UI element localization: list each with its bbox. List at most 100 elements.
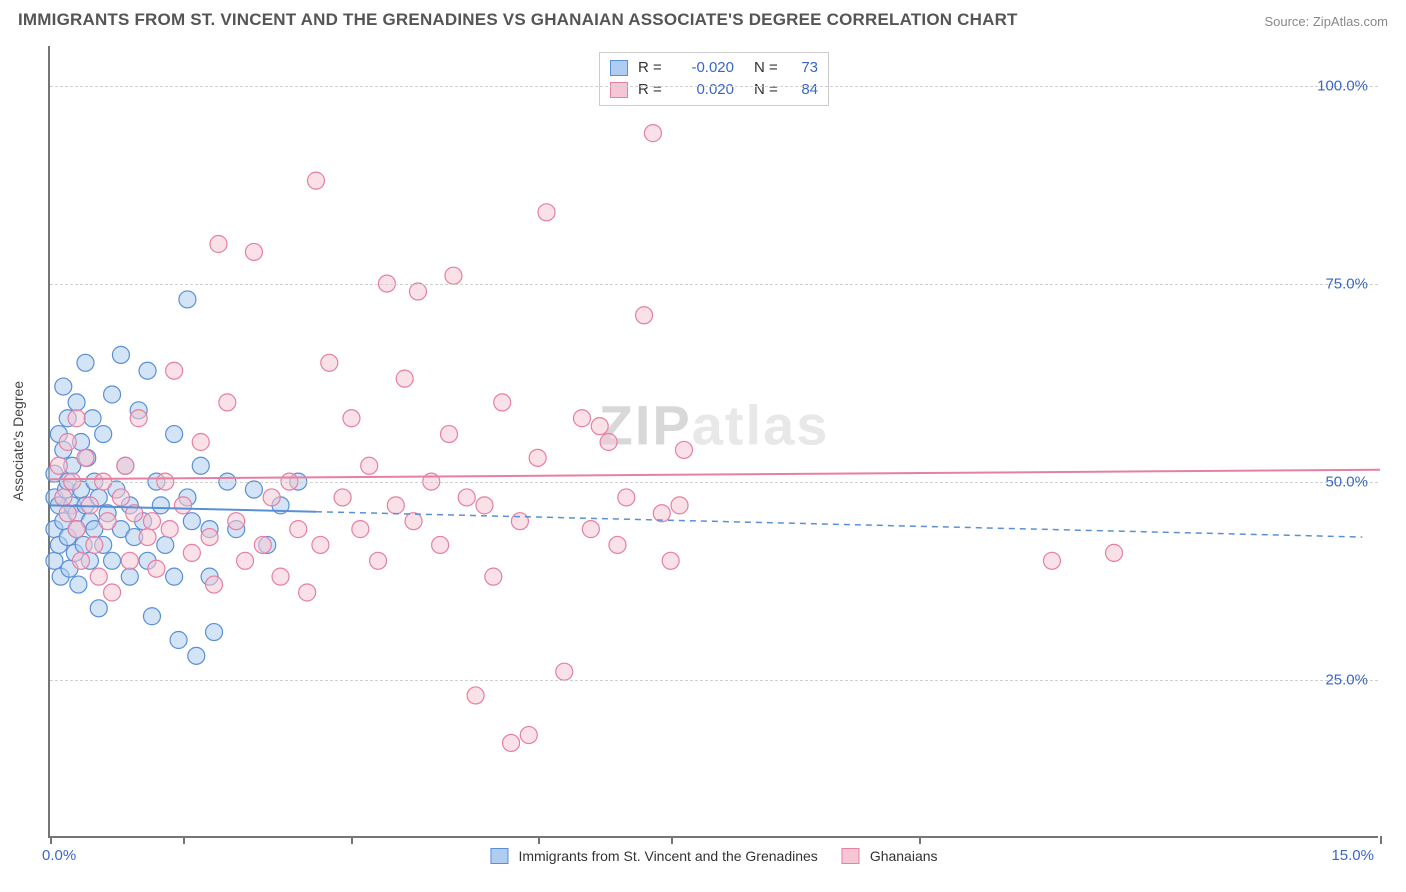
data-point — [77, 449, 94, 466]
data-point — [86, 536, 103, 553]
legend-correlation: R = -0.020 N = 73 R = 0.020 N = 84 — [599, 52, 829, 106]
legend-series: Immigrants from St. Vincent and the Gren… — [490, 848, 937, 864]
chart-svg — [50, 46, 1378, 836]
data-point — [59, 434, 76, 451]
r-value-1: -0.020 — [672, 57, 734, 79]
data-point — [139, 362, 156, 379]
data-point — [511, 513, 528, 530]
data-point — [574, 410, 591, 427]
data-point — [188, 647, 205, 664]
data-point — [157, 536, 174, 553]
data-point — [161, 521, 178, 538]
data-point — [139, 529, 156, 546]
data-point — [485, 568, 502, 585]
n-label: N = — [754, 57, 782, 79]
gridline — [50, 284, 1378, 285]
x-tick-mark — [919, 836, 921, 844]
data-point — [95, 426, 112, 443]
data-point — [644, 125, 661, 142]
data-point — [618, 489, 635, 506]
legend-swatch-pink — [842, 848, 860, 864]
data-point — [556, 663, 573, 680]
data-point — [148, 560, 165, 577]
data-point — [237, 552, 254, 569]
legend-row-series1: R = -0.020 N = 73 — [610, 57, 818, 79]
data-point — [352, 521, 369, 538]
data-point — [591, 418, 608, 435]
data-point — [662, 552, 679, 569]
data-point — [70, 576, 87, 593]
data-point — [609, 536, 626, 553]
data-point — [99, 513, 116, 530]
data-point — [636, 307, 653, 324]
data-point — [104, 584, 121, 601]
data-point — [143, 513, 160, 530]
legend-swatch-pink — [610, 82, 628, 98]
n-value-2: 84 — [788, 79, 818, 101]
data-point — [68, 394, 85, 411]
data-point — [272, 568, 289, 585]
r-label: R = — [638, 57, 666, 79]
data-point — [175, 497, 192, 514]
data-point — [445, 267, 462, 284]
data-point — [387, 497, 404, 514]
data-point — [467, 687, 484, 704]
data-point — [334, 489, 351, 506]
data-point — [121, 568, 138, 585]
data-point — [476, 497, 493, 514]
data-point — [117, 457, 134, 474]
data-point — [503, 734, 520, 751]
data-point — [179, 291, 196, 308]
data-point — [206, 624, 223, 641]
data-point — [1043, 552, 1060, 569]
data-point — [121, 552, 138, 569]
data-point — [361, 457, 378, 474]
data-point — [458, 489, 475, 506]
data-point — [312, 536, 329, 553]
data-point — [520, 727, 537, 744]
data-point — [73, 552, 90, 569]
y-tick-label: 50.0% — [1325, 473, 1368, 490]
data-point — [112, 489, 129, 506]
legend-label-2: Ghanaians — [870, 848, 938, 864]
data-point — [59, 505, 76, 522]
data-point — [529, 449, 546, 466]
data-point — [299, 584, 316, 601]
data-point — [152, 497, 169, 514]
data-point — [183, 513, 200, 530]
data-point — [432, 536, 449, 553]
gridline — [50, 482, 1378, 483]
x-tick-mark — [183, 836, 185, 844]
data-point — [201, 529, 218, 546]
data-point — [671, 497, 688, 514]
plot-area: Associate's Degree ZIPatlas R = -0.020 N… — [48, 46, 1378, 838]
x-axis-max-label: 15.0% — [1331, 847, 1374, 864]
data-point — [343, 410, 360, 427]
data-point — [77, 354, 94, 371]
data-point — [290, 521, 307, 538]
data-point — [675, 441, 692, 458]
data-point — [409, 283, 426, 300]
data-point — [55, 489, 72, 506]
x-tick-mark — [351, 836, 353, 844]
data-point — [104, 386, 121, 403]
data-point — [166, 362, 183, 379]
data-point — [112, 346, 129, 363]
data-point — [104, 552, 121, 569]
data-point — [192, 434, 209, 451]
legend-swatch-blue — [610, 60, 628, 76]
y-axis-title: Associate's Degree — [10, 381, 26, 501]
data-point — [396, 370, 413, 387]
data-point — [50, 457, 67, 474]
data-point — [245, 481, 262, 498]
data-point — [370, 552, 387, 569]
data-point — [55, 378, 72, 395]
data-point — [538, 204, 555, 221]
data-point — [582, 521, 599, 538]
data-point — [653, 505, 670, 522]
legend-row-series2: R = 0.020 N = 84 — [610, 79, 818, 101]
r-label: R = — [638, 79, 666, 101]
trend-line-extrapolated — [316, 512, 1362, 537]
data-point — [46, 552, 63, 569]
chart-title: IMMIGRANTS FROM ST. VINCENT AND THE GREN… — [18, 10, 1018, 30]
